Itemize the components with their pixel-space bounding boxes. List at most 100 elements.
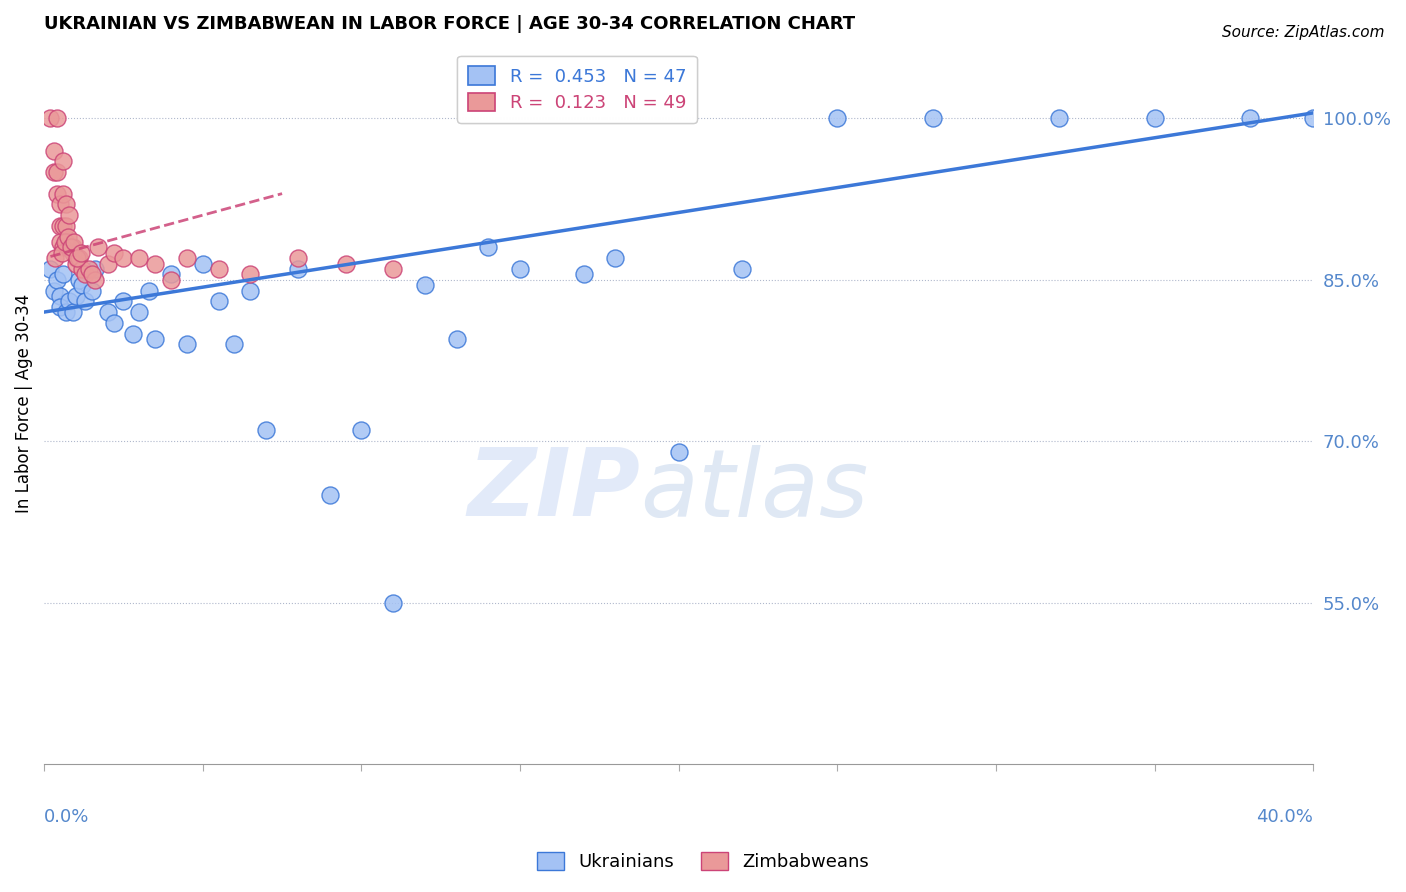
Point — [49, 197, 72, 211]
Text: ZIP: ZIP — [468, 444, 641, 536]
Point — [224, 337, 246, 351]
Point — [58, 294, 80, 309]
Point — [176, 337, 198, 351]
Point — [58, 240, 80, 254]
Point — [53, 235, 76, 249]
Point — [509, 262, 531, 277]
Point — [572, 268, 595, 282]
Point — [55, 235, 77, 249]
Point — [239, 268, 262, 282]
Point — [382, 262, 405, 277]
Point — [51, 245, 73, 260]
Point — [70, 262, 93, 277]
Point — [1049, 112, 1071, 126]
Point — [335, 257, 357, 271]
Point — [55, 219, 77, 233]
Point — [112, 294, 135, 309]
Point — [45, 112, 67, 126]
Point — [112, 251, 135, 265]
Point — [160, 268, 183, 282]
Point — [207, 262, 229, 277]
Point — [1239, 112, 1261, 126]
Text: 40.0%: 40.0% — [1257, 807, 1313, 826]
Point — [58, 208, 80, 222]
Point — [45, 165, 67, 179]
Point — [287, 251, 309, 265]
Point — [668, 445, 690, 459]
Point — [477, 240, 499, 254]
Point — [49, 219, 72, 233]
Point — [1302, 112, 1324, 126]
Point — [70, 278, 93, 293]
Point — [239, 284, 262, 298]
Point — [77, 262, 100, 277]
Point — [103, 245, 125, 260]
Point — [52, 268, 75, 282]
Point — [207, 294, 229, 309]
Point — [55, 305, 77, 319]
Point — [1143, 112, 1166, 126]
Text: atlas: atlas — [641, 444, 869, 535]
Point — [44, 251, 66, 265]
Point — [49, 300, 72, 314]
Point — [103, 316, 125, 330]
Point — [87, 240, 110, 254]
Point — [39, 112, 62, 126]
Point — [138, 284, 160, 298]
Point — [382, 596, 405, 610]
Point — [75, 294, 97, 309]
Point — [66, 251, 89, 265]
Point — [731, 262, 754, 277]
Point — [52, 154, 75, 169]
Point — [55, 197, 77, 211]
Point — [67, 273, 90, 287]
Text: UKRAINIAN VS ZIMBABWEAN IN LABOR FORCE | AGE 30-34 CORRELATION CHART: UKRAINIAN VS ZIMBABWEAN IN LABOR FORCE |… — [44, 15, 855, 33]
Point — [80, 268, 103, 282]
Point — [65, 251, 87, 265]
Point — [62, 305, 84, 319]
Point — [413, 278, 436, 293]
Point — [75, 268, 97, 282]
Point — [63, 235, 86, 249]
Point — [446, 332, 468, 346]
Point — [318, 488, 340, 502]
Point — [128, 251, 150, 265]
Point — [39, 262, 62, 277]
Point — [122, 326, 145, 341]
Y-axis label: In Labor Force | Age 30-34: In Labor Force | Age 30-34 — [15, 294, 32, 513]
Point — [56, 229, 79, 244]
Point — [83, 262, 105, 277]
Point — [143, 257, 166, 271]
Legend: R =  0.453   N = 47, R =  0.123   N = 49: R = 0.453 N = 47, R = 0.123 N = 49 — [457, 55, 697, 123]
Text: Source: ZipAtlas.com: Source: ZipAtlas.com — [1222, 25, 1385, 40]
Point — [67, 251, 90, 265]
Point — [65, 257, 87, 271]
Point — [160, 273, 183, 287]
Point — [605, 251, 627, 265]
Point — [80, 284, 103, 298]
Point — [350, 424, 373, 438]
Point — [62, 240, 84, 254]
Point — [60, 240, 83, 254]
Point — [83, 273, 105, 287]
Point — [42, 165, 65, 179]
Point — [827, 112, 849, 126]
Point — [49, 235, 72, 249]
Point — [52, 186, 75, 201]
Legend: Ukrainians, Zimbabweans: Ukrainians, Zimbabweans — [530, 845, 876, 879]
Point — [287, 262, 309, 277]
Point — [921, 112, 943, 126]
Point — [42, 284, 65, 298]
Point — [65, 289, 87, 303]
Point — [191, 257, 214, 271]
Point — [69, 245, 91, 260]
Point — [176, 251, 198, 265]
Point — [45, 186, 67, 201]
Point — [97, 257, 120, 271]
Point — [254, 424, 277, 438]
Text: 0.0%: 0.0% — [44, 807, 90, 826]
Point — [143, 332, 166, 346]
Point — [45, 273, 67, 287]
Point — [97, 305, 120, 319]
Point — [128, 305, 150, 319]
